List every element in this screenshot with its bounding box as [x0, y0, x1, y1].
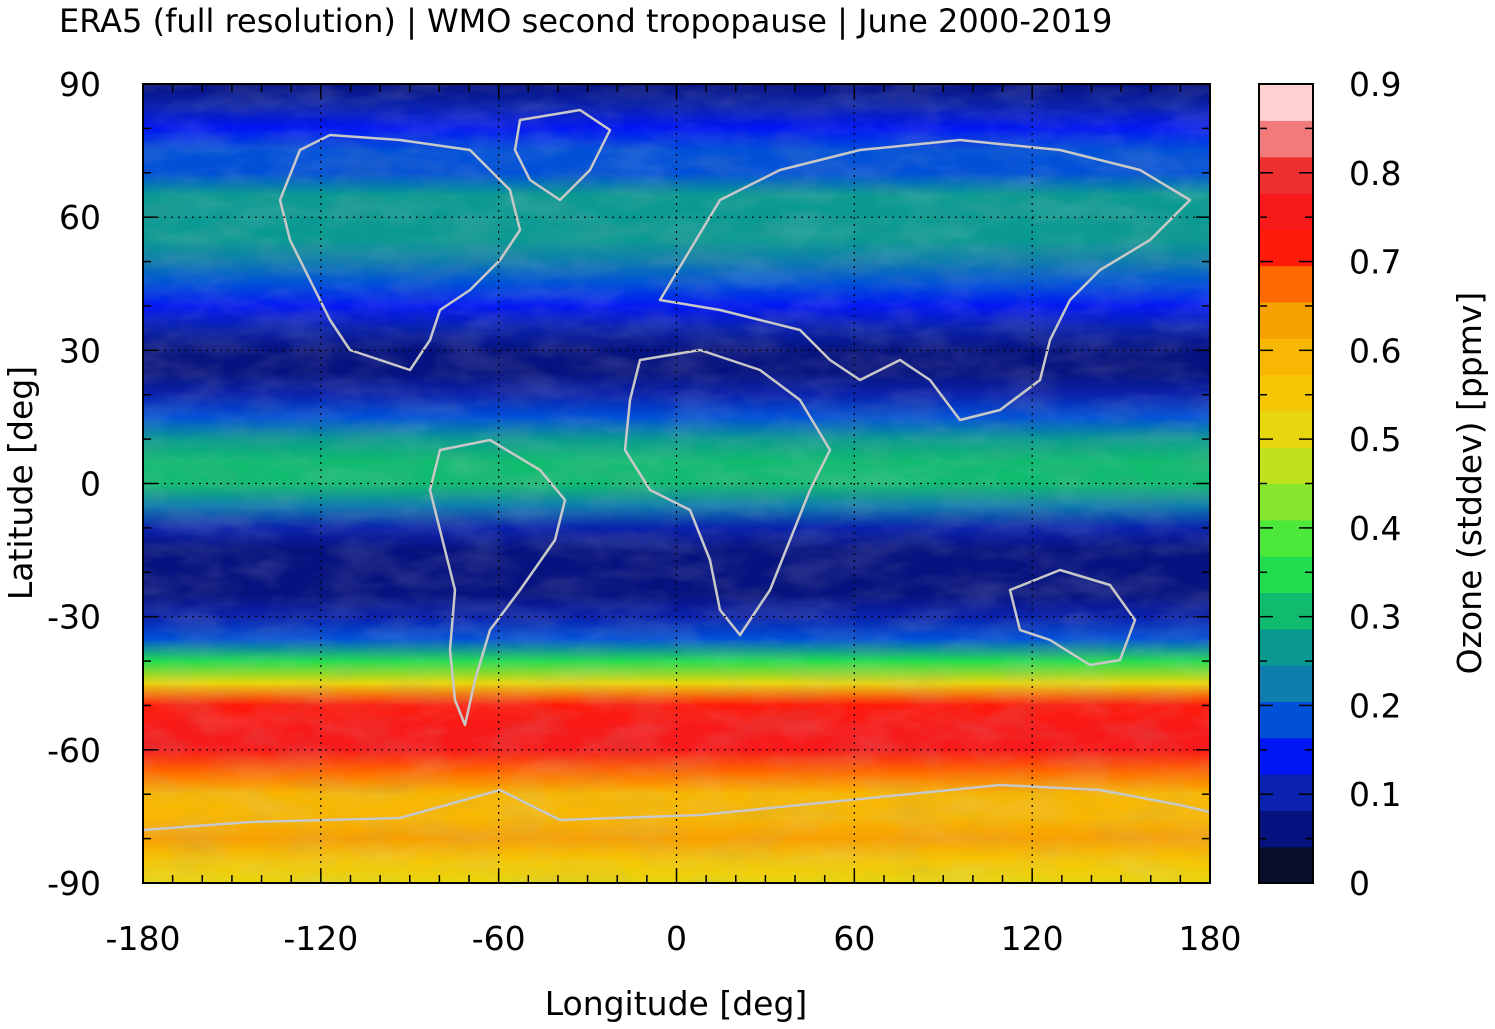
colorbar-label: Ozone (stddev) [ppmv] — [1450, 292, 1489, 675]
colorbar-tick-label: 0.7 — [1349, 243, 1401, 282]
y-axis-ticks: -90 -60 -30 0 30 60 90 — [47, 65, 1210, 903]
colorbar-level — [1259, 846, 1313, 884]
coastlines — [143, 108, 1210, 832]
coastline-north-america — [278, 133, 522, 372]
colorbar — [1259, 84, 1313, 884]
colorbar-level — [1259, 519, 1313, 557]
y-axis-label: Latitude [deg] — [1, 366, 40, 600]
coastline-antarctica — [143, 783, 1210, 832]
colorbar-tick-label: 0 — [1349, 864, 1370, 903]
colorbar-tick-label: 0.6 — [1349, 331, 1401, 370]
colorbar-tick-label: 0.1 — [1349, 775, 1401, 814]
y-tick-label: 0 — [80, 465, 101, 504]
colorbar-level — [1259, 447, 1313, 485]
coastline-africa — [623, 348, 832, 637]
coastline-eurasia — [658, 138, 1192, 422]
colorbar-level — [1259, 628, 1313, 666]
colorbar-level — [1259, 229, 1313, 267]
colorbar-level — [1259, 84, 1313, 121]
colorbar-level — [1259, 483, 1313, 521]
grid-lines — [143, 84, 1210, 883]
x-axis-ticks: -180 -120 -60 0 60 120 180 — [106, 84, 1242, 958]
colorbar-ticks: 0 0.1 0.2 0.3 0.4 0.5 0.6 0.7 0.8 0.9 — [1259, 65, 1401, 903]
colorbar-level — [1259, 701, 1313, 739]
x-tick-label: 60 — [833, 919, 875, 958]
colorbar-tick-label: 0.8 — [1349, 154, 1401, 193]
colorbar-tick-label: 0.4 — [1349, 509, 1401, 548]
colorbar-level — [1259, 774, 1313, 811]
x-tick-label: -180 — [106, 919, 181, 958]
x-tick-label: 0 — [666, 919, 687, 958]
x-tick-label: -120 — [283, 919, 358, 958]
y-tick-label: 60 — [59, 198, 101, 237]
y-tick-label: 90 — [59, 65, 101, 104]
colorbar-level — [1259, 810, 1313, 848]
x-tick-label: 120 — [1001, 919, 1064, 958]
colorbar-level — [1259, 301, 1313, 339]
x-tick-label: -60 — [472, 919, 526, 958]
y-tick-label: -60 — [47, 731, 101, 770]
y-tick-label: -30 — [47, 598, 101, 637]
colorbar-level — [1259, 737, 1313, 775]
colorbar-tick-label: 0.3 — [1349, 598, 1401, 637]
colorbar-level — [1259, 665, 1313, 703]
colorbar-level — [1259, 556, 1313, 594]
coastline-australia — [1008, 568, 1137, 667]
colorbar-level — [1259, 338, 1313, 376]
colorbar-tick-label: 0.5 — [1349, 420, 1401, 459]
y-tick-label: -90 — [47, 864, 101, 903]
plot-area — [143, 84, 1210, 883]
coastline-south-america — [428, 438, 567, 727]
coastline-greenland — [513, 108, 612, 202]
y-tick-label: 30 — [59, 331, 101, 370]
colorbar-level — [1259, 410, 1313, 448]
colorbar-tick-label: 0.2 — [1349, 686, 1401, 725]
colorbar-level — [1259, 374, 1313, 412]
colorbar-level — [1259, 265, 1313, 303]
colorbar-level — [1259, 592, 1313, 630]
colorbar-level — [1259, 156, 1313, 194]
colorbar-level — [1259, 192, 1313, 230]
chart-title: ERA5 (full resolution) | WMO second trop… — [59, 2, 1112, 40]
x-axis-label: Longitude [deg] — [545, 984, 808, 1023]
colorbar-tick-label: 0.9 — [1349, 65, 1401, 104]
colorbar-level — [1259, 120, 1313, 158]
x-tick-label: 180 — [1179, 919, 1242, 958]
